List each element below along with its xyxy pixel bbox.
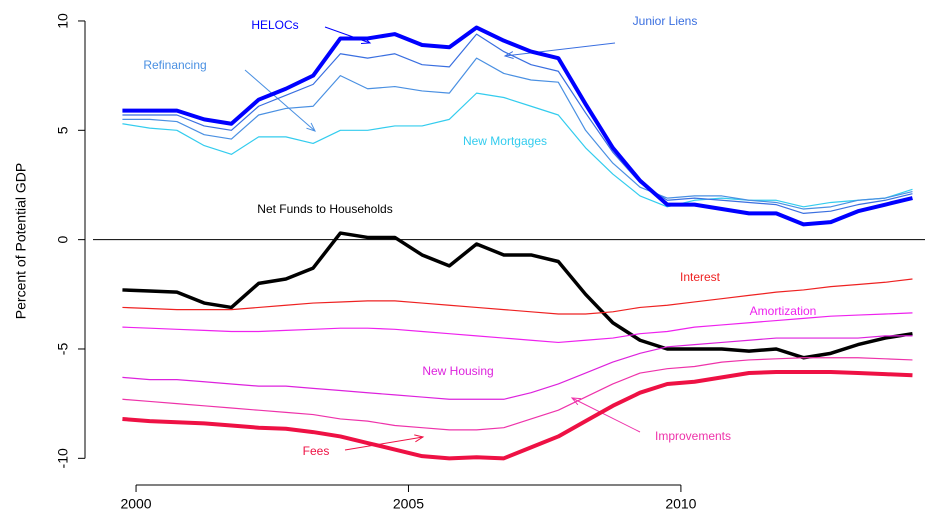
x-tick-label: 2010: [665, 496, 696, 512]
series-line: [122, 357, 913, 431]
arrow-head: [414, 434, 425, 443]
series-label: New Housing: [422, 364, 493, 378]
series-line: [122, 335, 913, 400]
series-line: [122, 231, 913, 360]
series-label: Net Funds to Households: [257, 202, 392, 216]
y-tick-label: 10: [55, 13, 71, 29]
series-label: Interest: [680, 270, 721, 284]
x-tick-label: 2000: [120, 496, 151, 512]
arrow-head: [360, 36, 372, 45]
annotation-arrow: [571, 397, 641, 433]
series-line: [122, 33, 913, 214]
series-label: Junior Liens: [633, 14, 698, 28]
series-line: [122, 278, 913, 315]
series-label: Refinancing: [143, 58, 206, 72]
series-label: Fees: [303, 444, 330, 458]
series-label: Improvements: [655, 429, 731, 443]
series-line: [122, 25, 913, 227]
arrow-head: [570, 397, 582, 406]
series-label: New Mortgages: [463, 134, 547, 148]
series-line: [122, 92, 913, 208]
arrow-head: [306, 122, 316, 132]
annotation-arrow: [244, 69, 316, 132]
series-label: Amortization: [750, 304, 817, 318]
y-tick-label: 0: [55, 236, 71, 244]
annotation-arrow: [324, 26, 371, 44]
annotation-arrow: [344, 436, 424, 451]
series-line: [122, 57, 913, 210]
y-tick-label: 5: [55, 126, 71, 134]
y-axis-label: Percent of Potential GDP: [13, 163, 29, 319]
series-line: [122, 369, 913, 461]
annotation-arrow: [504, 42, 616, 57]
x-tick-label: 2005: [393, 496, 424, 512]
y-tick-label: -5: [55, 343, 71, 356]
series-line: [122, 312, 913, 344]
arrow-head: [503, 51, 514, 59]
y-tick-label: -10: [55, 448, 71, 468]
series-label: HELOCs: [251, 18, 298, 32]
